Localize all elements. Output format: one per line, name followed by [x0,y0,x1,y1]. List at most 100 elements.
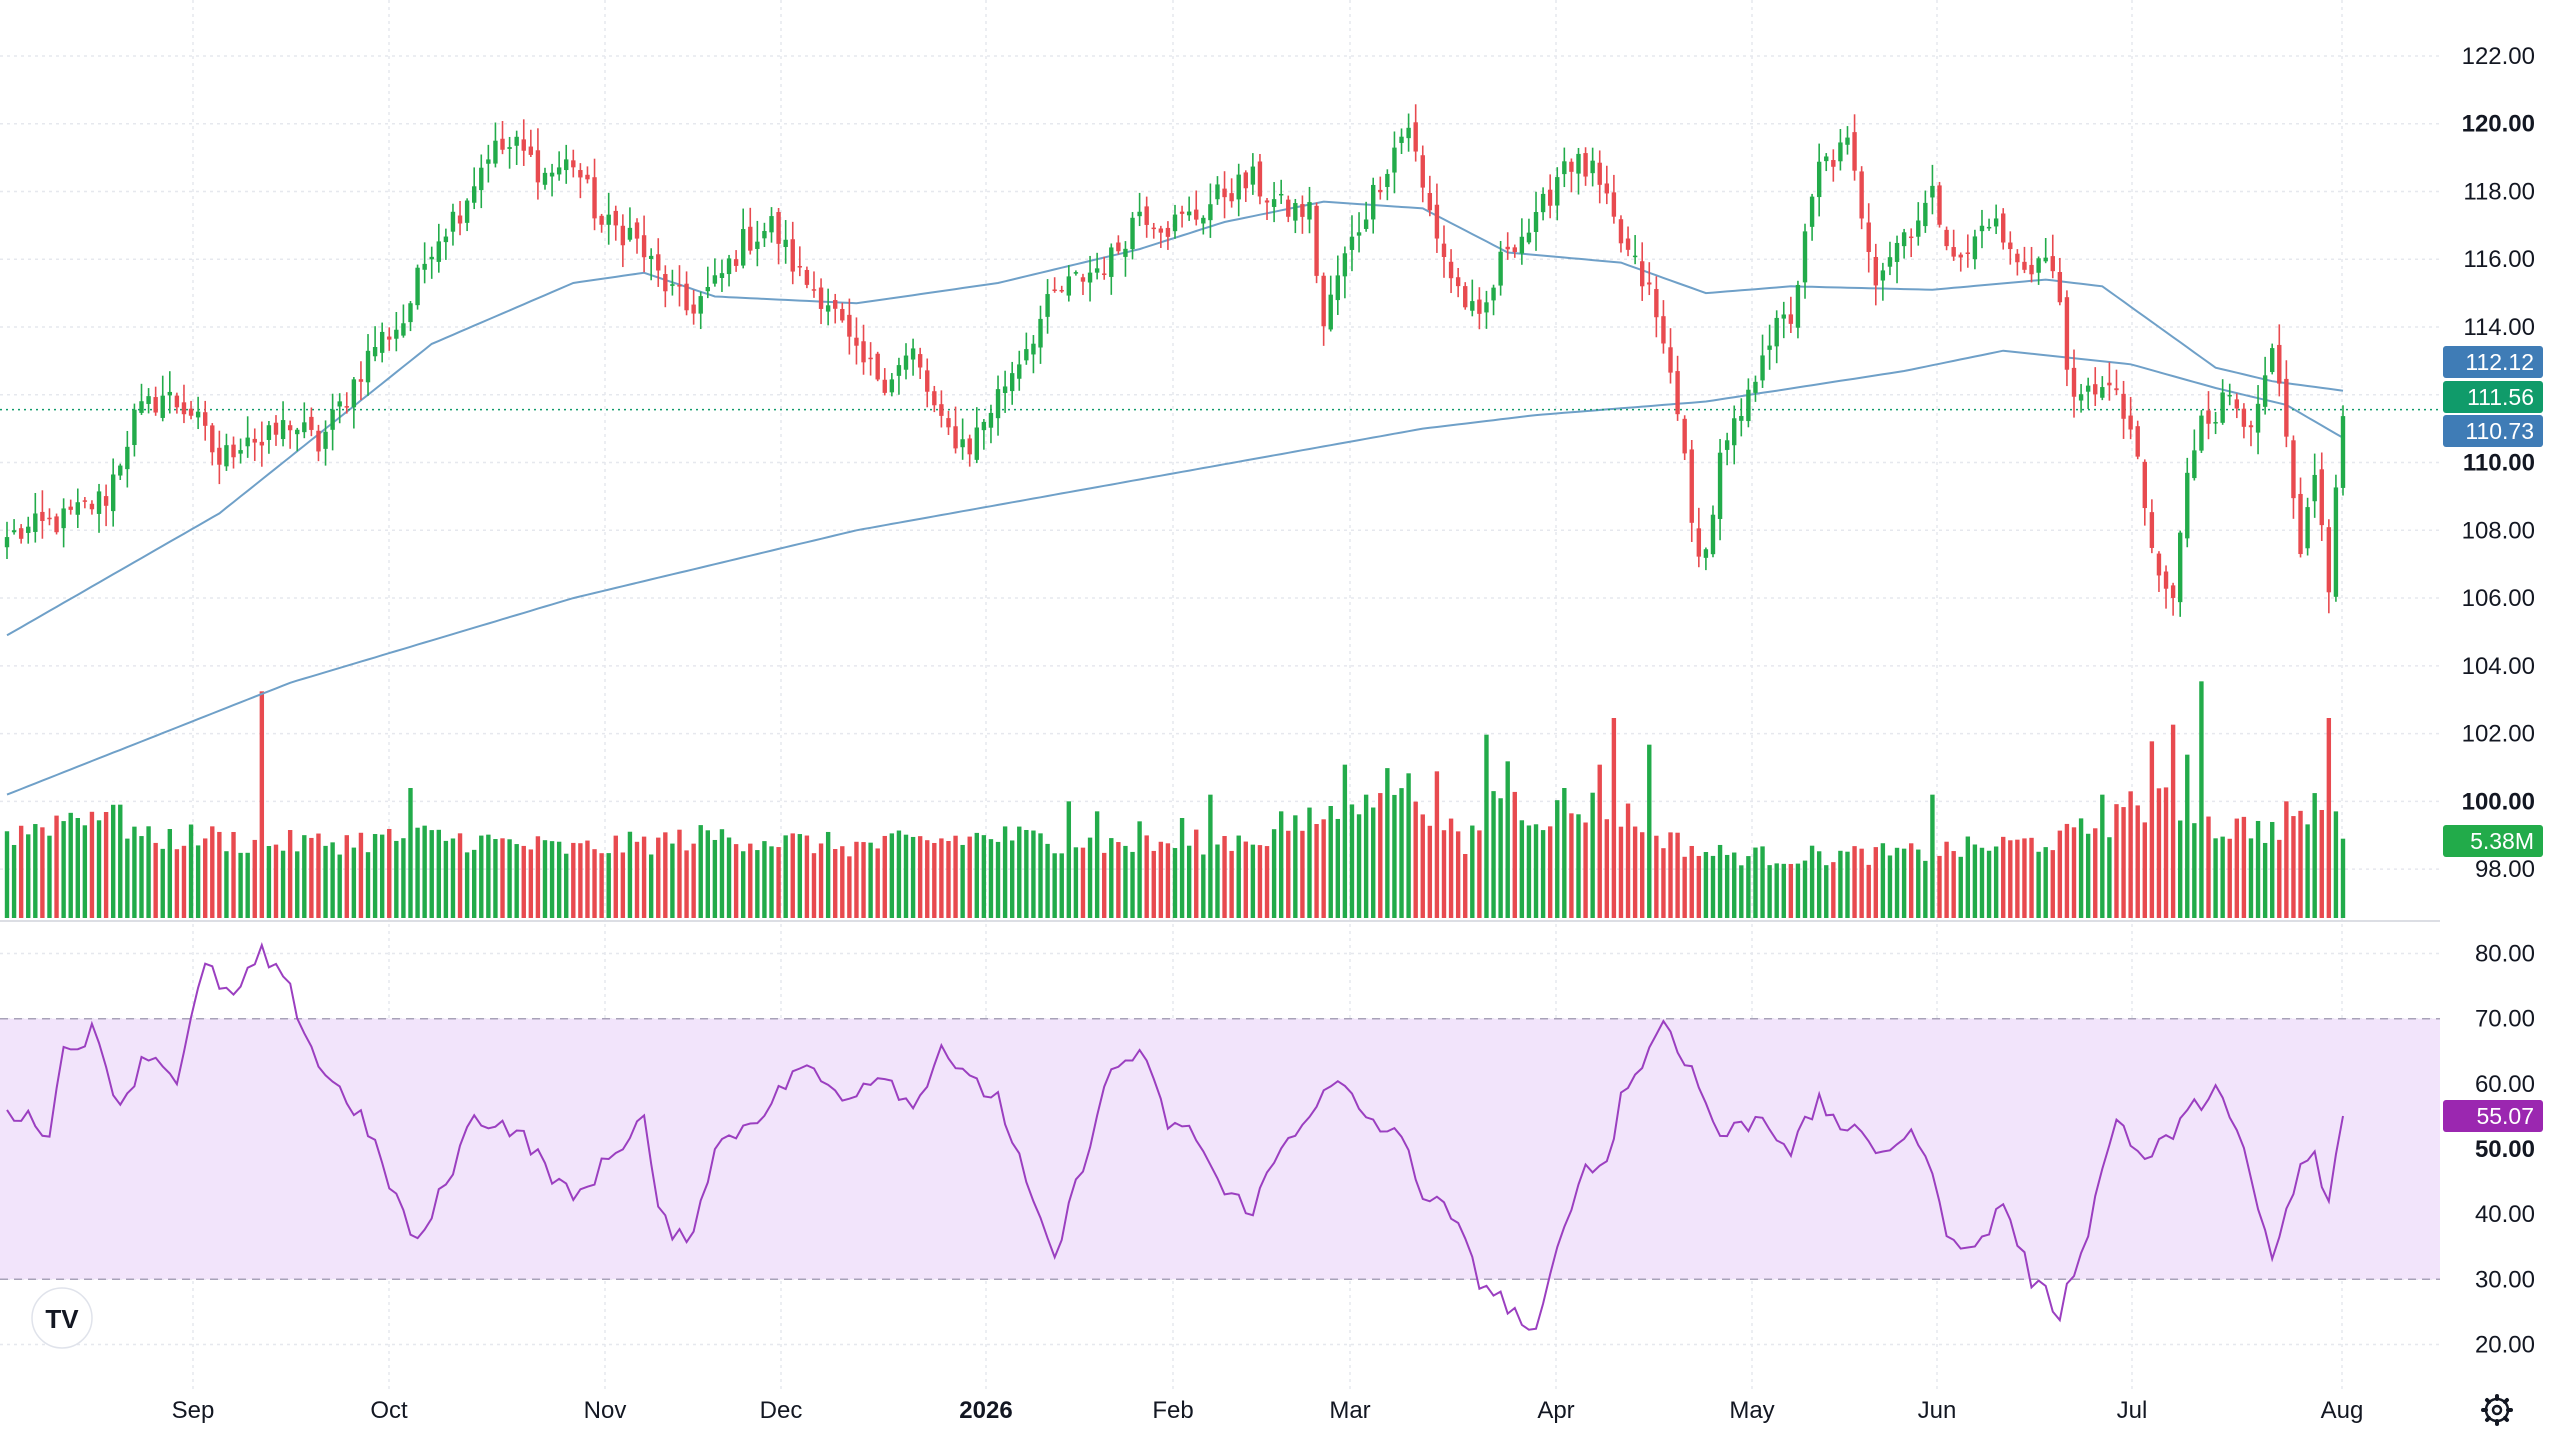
candle[interactable] [1017,350,1022,391]
candle[interactable] [1894,235,1900,284]
candle[interactable] [790,221,795,285]
candle[interactable] [592,158,597,231]
candle[interactable] [599,213,604,233]
candle[interactable] [153,386,158,416]
candle[interactable] [224,433,229,471]
candle[interactable] [762,222,767,247]
candle[interactable] [1590,147,1595,187]
candle[interactable] [1257,153,1263,205]
candle[interactable] [1109,243,1114,295]
candle[interactable] [613,205,618,241]
candle[interactable] [1533,191,1539,251]
candle[interactable] [2185,457,2190,548]
candle[interactable] [549,163,555,197]
candle[interactable] [1463,282,1468,310]
candle[interactable] [75,488,80,529]
candle[interactable] [1441,225,1447,278]
candle[interactable] [917,347,923,380]
candle[interactable] [903,343,909,380]
candle[interactable] [1640,242,1645,301]
candle[interactable] [953,406,958,454]
candle[interactable] [854,317,859,365]
candle[interactable] [217,430,222,485]
candle[interactable] [2142,459,2147,526]
candle[interactable] [1045,279,1050,334]
candle[interactable] [486,144,491,183]
candle[interactable] [252,428,257,461]
candle[interactable] [833,293,838,324]
candle[interactable] [464,198,470,232]
candle[interactable] [443,228,449,260]
candle[interactable] [379,322,385,363]
candle[interactable] [1066,265,1072,302]
candle[interactable] [18,524,24,544]
candle[interactable] [1434,183,1440,253]
candle[interactable] [1540,187,1546,221]
candle[interactable] [2220,379,2225,425]
candle[interactable] [1264,197,1270,221]
candle[interactable] [2001,208,2006,250]
candle[interactable] [1809,193,1815,241]
candle[interactable] [1201,215,1206,235]
candle[interactable] [1137,192,1142,227]
candle[interactable] [1944,226,1949,251]
candle[interactable] [61,498,66,548]
candle[interactable] [2262,356,2268,415]
candle[interactable] [188,400,194,420]
candle[interactable] [663,265,668,308]
candle[interactable] [1555,167,1560,221]
candle[interactable] [556,151,562,181]
candle[interactable] [344,392,349,414]
candle[interactable] [2064,290,2070,387]
candle[interactable] [1314,202,1319,284]
candle[interactable] [273,415,279,446]
candle[interactable] [1229,178,1234,208]
candle[interactable] [1038,305,1043,364]
candle[interactable] [1916,202,1921,246]
candle[interactable] [939,390,944,428]
candle[interactable] [1866,203,1871,273]
price-axis[interactable]: 122.00120.00118.00116.00114.00112.00110.… [2462,43,2535,883]
candle[interactable] [535,128,541,200]
candle[interactable] [2114,369,2119,396]
candle[interactable] [1116,235,1121,255]
candle[interactable] [769,207,774,243]
candle[interactable] [1739,398,1744,437]
candle[interactable] [698,291,703,330]
candle[interactable] [1859,166,1864,230]
candle[interactable] [875,351,880,382]
candle[interactable] [1392,131,1397,194]
candle[interactable] [627,207,633,242]
candle[interactable] [1009,361,1015,405]
candle[interactable] [457,200,463,236]
candle[interactable] [988,404,994,444]
candle[interactable] [408,301,413,332]
candle[interactable] [82,497,88,509]
candle[interactable] [1413,104,1418,162]
candle[interactable] [2170,582,2176,616]
candle[interactable] [2241,403,2247,439]
candle[interactable] [2029,246,2034,283]
candle[interactable] [337,393,342,424]
candle[interactable] [2284,360,2289,448]
candle[interactable] [1583,147,1588,186]
candle[interactable] [2326,519,2332,614]
candle[interactable] [648,248,654,281]
candle[interactable] [1951,229,1956,261]
candle[interactable] [1760,334,1765,388]
candle[interactable] [719,259,725,292]
candle[interactable] [181,384,187,424]
candle[interactable] [1937,181,1942,228]
candle[interactable] [783,220,788,264]
candle[interactable] [585,166,590,184]
candle[interactable] [1484,290,1489,329]
candle[interactable] [2192,429,2197,481]
candle[interactable] [691,289,696,325]
candle[interactable] [2050,234,2055,279]
candle[interactable] [1378,176,1383,200]
candle[interactable] [4,521,10,560]
candle[interactable] [1321,272,1326,346]
candle[interactable] [1923,190,1928,233]
candle[interactable] [1753,375,1758,402]
